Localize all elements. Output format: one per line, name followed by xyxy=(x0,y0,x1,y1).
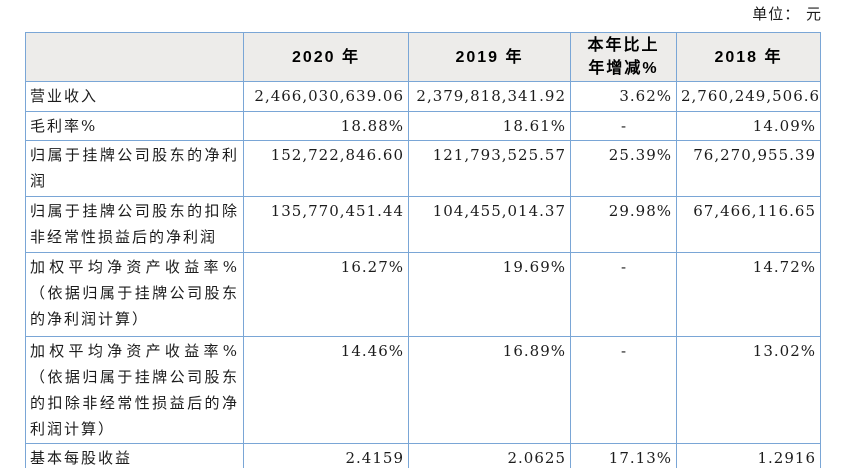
cell-yoy-change: - xyxy=(570,111,677,141)
table-row-basic-eps: 基本每股收益 2.4159 2.0625 17.13% 1.2916 xyxy=(25,443,821,468)
cell-2018: 76,270,955.39 xyxy=(676,140,821,197)
table-row-net-profit-excl-nonrecurring: 归属于挂牌公司股东的扣除非经常性损益后的净利润 135,770,451.44 1… xyxy=(25,196,821,253)
col-header-2018: 2018 年 xyxy=(676,32,821,82)
cell-2020: 2.4159 xyxy=(243,443,409,468)
cell-2020: 16.27% xyxy=(243,252,409,337)
cell-2019: 2,379,818,341.92 xyxy=(408,81,571,112)
table-row-weighted-avg-roe-excl-nonrecurring: 加权平均净资产收益率%（依据归属于挂牌公司股东的扣除非经常性损益后的净利润计算）… xyxy=(25,336,821,444)
cell-yoy-change: 25.39% xyxy=(570,140,677,197)
row-label: 归属于挂牌公司股东的净利润 xyxy=(25,140,244,197)
cell-yoy-change: 3.62% xyxy=(570,81,677,112)
cell-2020: 18.88% xyxy=(243,111,409,141)
row-label: 加权平均净资产收益率%（依据归属于挂牌公司股东的扣除非经常性损益后的净利润计算） xyxy=(25,336,244,444)
cell-2019: 16.89% xyxy=(408,336,571,444)
cell-2020: 2,466,030,639.06 xyxy=(243,81,409,112)
cell-2020: 135,770,451.44 xyxy=(243,196,409,253)
cell-2020: 152,722,846.60 xyxy=(243,140,409,197)
col-header-2019: 2019 年 xyxy=(408,32,571,82)
row-label: 营业收入 xyxy=(25,81,244,112)
table-row-revenue: 营业收入 2,466,030,639.06 2,379,818,341.92 3… xyxy=(25,81,821,112)
cell-2019: 2.0625 xyxy=(408,443,571,468)
cell-yoy-change: - xyxy=(570,252,677,337)
table-row-weighted-avg-roe: 加权平均净资产收益率%（依据归属于挂牌公司股东的净利润计算） 16.27% 19… xyxy=(25,252,821,337)
cell-2019: 104,455,014.37 xyxy=(408,196,571,253)
col-header-2020: 2020 年 xyxy=(243,32,409,82)
cell-2018: 13.02% xyxy=(676,336,821,444)
cell-2018: 14.72% xyxy=(676,252,821,337)
row-label: 基本每股收益 xyxy=(25,443,244,468)
cell-yoy-change: 29.98% xyxy=(570,196,677,253)
row-label: 归属于挂牌公司股东的扣除非经常性损益后的净利润 xyxy=(25,196,244,253)
cell-2018: 14.09% xyxy=(676,111,821,141)
table-row-gross-margin: 毛利率% 18.88% 18.61% - 14.09% xyxy=(25,111,821,141)
cell-2018: 2,760,249,506.67 xyxy=(676,81,821,112)
cell-2018: 1.2916 xyxy=(676,443,821,468)
cell-2019: 19.69% xyxy=(408,252,571,337)
row-label: 加权平均净资产收益率%（依据归属于挂牌公司股东的净利润计算） xyxy=(25,252,244,337)
row-label: 毛利率% xyxy=(25,111,244,141)
table-row-net-profit: 归属于挂牌公司股东的净利润 152,722,846.60 121,793,525… xyxy=(25,140,821,197)
financial-summary-table: 2020 年 2019 年 本年比上年增减% 2018 年 营业收入 2,466… xyxy=(25,32,821,468)
cell-2019: 121,793,525.57 xyxy=(408,140,571,197)
col-header-yoy-change: 本年比上年增减% xyxy=(570,32,677,82)
cell-yoy-change: 17.13% xyxy=(570,443,677,468)
table-header-row: 2020 年 2019 年 本年比上年增减% 2018 年 xyxy=(25,32,821,82)
cell-2020: 14.46% xyxy=(243,336,409,444)
unit-label: 单位： 元 xyxy=(752,5,822,23)
col-header-item xyxy=(25,32,244,82)
cell-2019: 18.61% xyxy=(408,111,571,141)
cell-2018: 67,466,116.65 xyxy=(676,196,821,253)
cell-yoy-change: - xyxy=(570,336,677,444)
